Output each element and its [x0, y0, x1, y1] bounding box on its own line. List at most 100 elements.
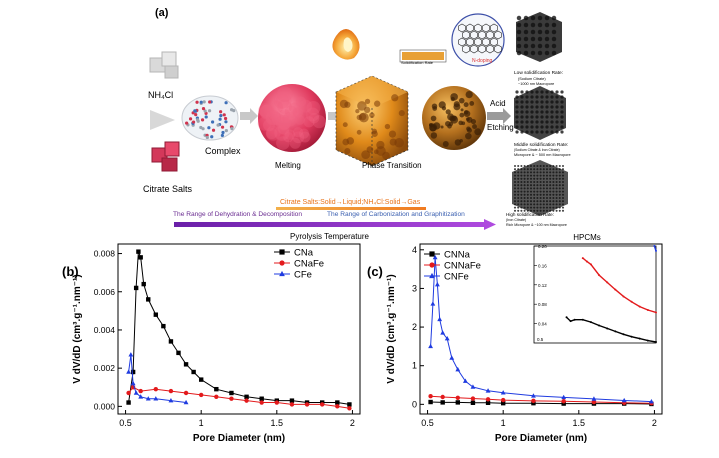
macropore [552, 174, 555, 177]
macropore [529, 203, 533, 206]
macropore [555, 174, 558, 177]
macropore [555, 100, 559, 104]
macropore [561, 196, 565, 200]
macropore [526, 196, 529, 200]
macropore [515, 100, 519, 104]
melt-bump [277, 99, 292, 114]
macropore [550, 95, 554, 99]
macropore [542, 177, 545, 180]
y-tick-label: 2 [412, 322, 417, 332]
macropore [520, 184, 523, 187]
macropore [529, 174, 533, 177]
macropore [545, 105, 549, 109]
macropore [530, 50, 536, 56]
graphene-hex [466, 23, 474, 33]
series-line-CNaFe [128, 386, 350, 409]
macropore [523, 193, 526, 196]
middle-rate-line2: Micropore & ~ 500 nm Macropore [514, 153, 571, 157]
complex-atom [210, 135, 214, 139]
data-point-CNa [229, 390, 234, 396]
macropore [529, 209, 533, 212]
legend-marker [279, 260, 285, 266]
panel-label-a: (a) [155, 7, 169, 19]
data-point-CNaFe [319, 402, 325, 407]
data-point-CNNa [428, 399, 433, 405]
graphene-hex [470, 30, 478, 40]
macropore [555, 90, 559, 94]
macropore [560, 95, 564, 99]
data-point-CNaFe [259, 400, 264, 405]
macropore [526, 200, 529, 203]
data-point-CNFe [485, 388, 491, 393]
macropore [549, 174, 552, 177]
macropore [526, 171, 529, 174]
macropore [540, 125, 544, 129]
macropore [513, 174, 517, 177]
graphene-hex [470, 44, 478, 54]
macropore [523, 203, 526, 206]
acid-etching-arrow-icon [487, 108, 511, 124]
pore [463, 102, 469, 108]
macropore [544, 15, 550, 21]
y-tick-label: 0.004 [94, 325, 116, 335]
macropore [536, 174, 539, 177]
macropore [540, 95, 544, 99]
complex-atom [223, 116, 228, 121]
macropore [529, 164, 533, 168]
macropore [517, 190, 520, 193]
macropore [545, 196, 549, 200]
data-point-CNNa [455, 400, 461, 405]
macropore [545, 209, 549, 212]
inset-point-CNNa [630, 335, 633, 338]
complex-atom [194, 113, 198, 117]
macropore [555, 209, 558, 212]
macropore [513, 184, 517, 187]
melt-bump [276, 86, 293, 102]
complex-label: Complex [205, 146, 241, 156]
inset-point-CNFe [653, 245, 656, 247]
pore [458, 97, 465, 104]
macropore [539, 180, 542, 184]
macropore [533, 164, 536, 168]
macropore [515, 120, 519, 124]
complex-atom [203, 109, 207, 113]
macropore [545, 171, 549, 174]
melt-bump [259, 104, 273, 118]
macropore [558, 190, 561, 193]
macropore [558, 203, 561, 206]
pore [442, 141, 449, 147]
macropore [525, 120, 529, 124]
macropore [536, 164, 539, 168]
macropore [535, 110, 539, 114]
macropore [520, 130, 524, 134]
macropore [513, 171, 517, 174]
x-axis-label: Pore Diameter (nm) [495, 433, 587, 444]
macropore [555, 180, 558, 184]
macropore [545, 164, 549, 168]
melt-bump [282, 112, 298, 127]
inset-point-CNNa [598, 324, 601, 327]
data-point-CNFe [462, 378, 468, 383]
macropore [549, 177, 552, 180]
macropore [535, 115, 539, 119]
data-point-CNFe [455, 366, 461, 372]
macropore [530, 105, 534, 109]
data-point-CNFe [591, 396, 597, 401]
macropore [560, 110, 564, 114]
macropore [533, 206, 536, 209]
data-point-CFe [145, 396, 151, 401]
macropore [520, 171, 523, 174]
macropore [513, 200, 517, 203]
high-rate-carbon-cube-icon [512, 160, 568, 216]
macropore [513, 206, 517, 209]
converge-arrow-icon [150, 110, 175, 130]
melt-bump [263, 119, 276, 132]
data-point-CNNaFe [440, 394, 445, 400]
macropore [539, 168, 542, 171]
data-point-CNFe [430, 301, 436, 306]
phase-bubble [356, 129, 362, 135]
low-rate-line1: (Sodium Citrate) [518, 77, 546, 81]
data-point-CNa [133, 285, 139, 291]
citrate-salts-cubes-icon [151, 141, 180, 172]
macropore [536, 177, 539, 180]
